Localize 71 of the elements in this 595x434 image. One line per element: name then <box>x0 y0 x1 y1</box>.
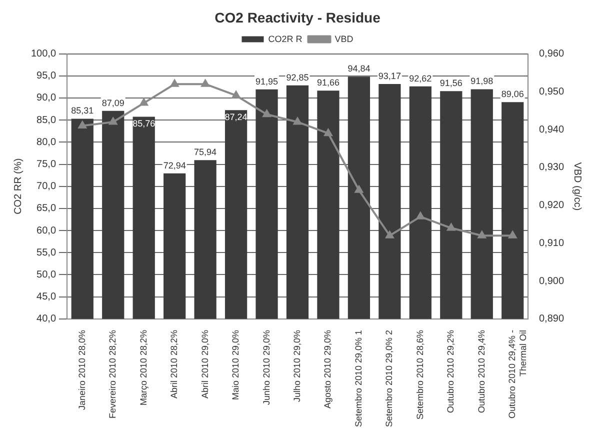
point <box>508 231 517 238</box>
y-tick-label: 40,0 <box>36 314 56 325</box>
x-tick-label: Abril 2010 28,2% <box>169 330 180 398</box>
point <box>416 212 424 220</box>
point <box>170 80 179 87</box>
y-tick-label: 100,0 <box>30 48 56 60</box>
point <box>201 80 210 87</box>
y-tick-label: 50,0 <box>36 269 56 280</box>
data-label: 92,85 <box>286 72 309 82</box>
x-tick-label: Julho 2010 29,0% <box>292 330 302 402</box>
x-tick-label: Janeiro 2010 28,0% <box>76 330 87 410</box>
point <box>324 128 332 136</box>
y2-tick-label: 0,950 <box>538 86 564 98</box>
x-tick-label: Fevereiro 2010 28,2% <box>108 330 118 418</box>
y-tick-label: 75,0 <box>36 159 56 170</box>
x-tick-label: Setembro 2010 28,6% <box>414 330 425 420</box>
data-label: 91,98 <box>470 76 494 86</box>
data-label: 94,84 <box>348 64 370 74</box>
x-tick-label: Junho 2010 29,0% <box>261 330 272 406</box>
y-tick-label: 80,0 <box>36 136 56 148</box>
x-tick-label: Abril 2010 29,0% <box>200 330 210 398</box>
point <box>478 231 486 238</box>
y-tick-label: 95,0 <box>36 70 56 82</box>
x-tick-label: Setembro 2010 29,0% 2 <box>384 330 394 428</box>
data-label: 91,95 <box>256 76 278 86</box>
data-label: 87,09 <box>102 98 124 108</box>
point <box>232 90 240 98</box>
data-label: 85,31 <box>71 106 94 116</box>
y2-tick-label: 0,940 <box>538 124 564 136</box>
x-tick-label: Outubro 2010 29,4% <box>476 330 486 413</box>
chart-title: CO2 Reactivity - Residue <box>214 9 381 26</box>
y-tick-label: 60,0 <box>36 225 56 236</box>
x-tick-label: Maio 2010 29,0% <box>230 330 241 400</box>
y-tick-label: 55,0 <box>36 247 56 258</box>
point <box>140 98 148 106</box>
x-tick-label: Março 2010 28,2% <box>138 330 148 406</box>
legend-label: VBD <box>334 34 354 44</box>
y-tick-label: 85,0 <box>36 114 56 126</box>
point <box>354 186 363 193</box>
data-label: 75,94 <box>194 147 217 158</box>
point <box>447 224 456 231</box>
data-label: 91,56 <box>440 78 462 88</box>
y2-tick-label: 0,930 <box>538 162 564 174</box>
y2-tick-label: 0,900 <box>538 276 564 287</box>
data-label: 92,62 <box>409 73 432 84</box>
y2-tick-label: 0,960 <box>538 48 564 60</box>
data-label: 72,94 <box>163 160 186 170</box>
y2-tick-label: 0,890 <box>538 314 564 325</box>
y-tick-label: 65,0 <box>36 203 56 214</box>
y2-axis-title: VBD (g/cc) <box>571 162 582 211</box>
y2-tick-label: 0,910 <box>538 238 564 249</box>
data-label: 87,24 <box>224 112 248 122</box>
y-axis-title: CO2 RR (%) <box>12 158 24 214</box>
data-label: 85,76 <box>132 118 156 129</box>
data-label: 91,66 <box>316 78 340 88</box>
point <box>78 121 86 129</box>
x-tick-label: Outubro 2010 29,4% - Thermal Oil <box>507 330 528 418</box>
y-tick-label: 70,0 <box>36 181 56 192</box>
x-tick-label: Outubro 2010 29,2% <box>446 330 456 413</box>
data-label: 89,06 <box>501 89 524 100</box>
point <box>262 110 271 118</box>
x-tick-label: Setembro 2010 29,0% 1 <box>353 330 364 428</box>
data-label: 93,17 <box>378 70 401 81</box>
point <box>109 117 118 125</box>
point <box>386 231 394 238</box>
legend-label: CO2R R <box>268 34 303 44</box>
y-tick-label: 45,0 <box>36 292 56 303</box>
y2-tick-label: 0,920 <box>538 200 564 212</box>
y-tick-label: 90,0 <box>36 92 56 104</box>
x-tick-label: Agosto 2010 29,0% <box>322 330 333 408</box>
point <box>293 117 302 125</box>
